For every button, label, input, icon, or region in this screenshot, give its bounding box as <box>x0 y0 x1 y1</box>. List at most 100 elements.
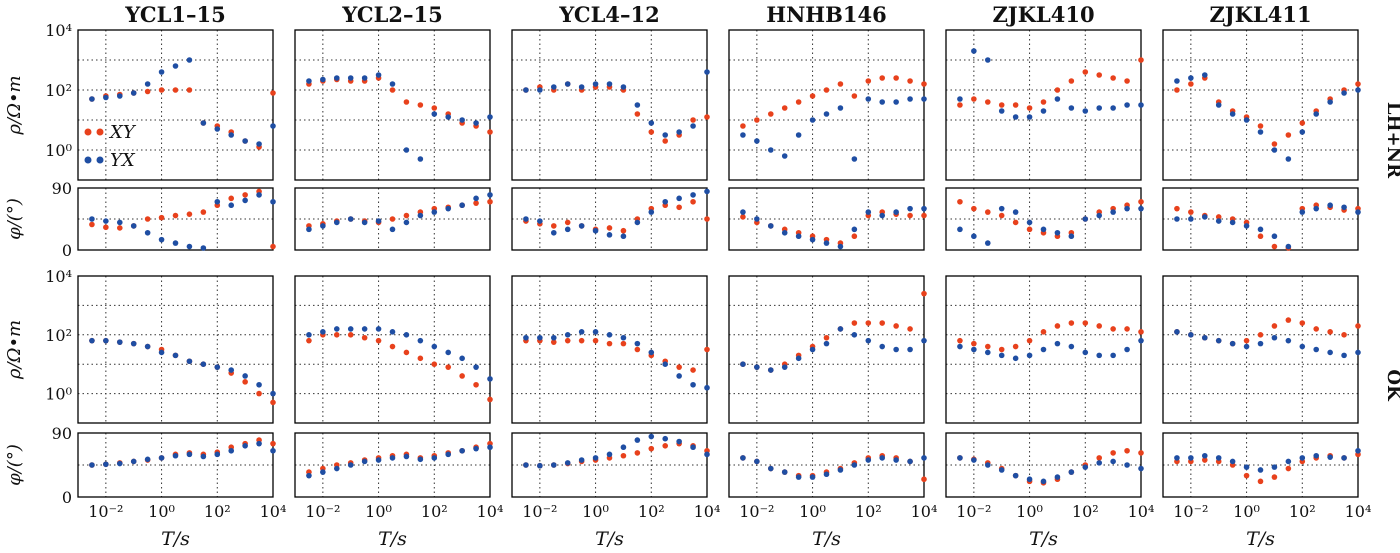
data-point-xy <box>1271 243 1278 250</box>
data-point-xy <box>648 129 655 135</box>
data-point-yx <box>809 117 816 123</box>
data-point-yx <box>1257 340 1264 347</box>
data-point-yx <box>592 455 599 461</box>
data-point-yx <box>403 147 410 153</box>
data-point-yx <box>523 334 529 341</box>
data-point-xy <box>893 323 899 329</box>
data-point-yx <box>1285 458 1292 465</box>
data-point-yx <box>1243 464 1250 470</box>
data-point-yx <box>837 326 844 332</box>
x-tick-label: 10² <box>1072 502 1099 521</box>
data-point-xy <box>648 445 655 452</box>
data-point-yx <box>690 123 696 129</box>
data-point-yx <box>1313 205 1320 212</box>
data-point-yx <box>1068 343 1075 350</box>
data-point-yx <box>998 467 1005 473</box>
y-tick-label: 90 <box>52 424 72 443</box>
data-point-yx <box>984 349 991 356</box>
data-point-yx <box>431 209 438 215</box>
y-axis-label-phi: φ/(°) <box>4 198 25 240</box>
data-point-yx <box>487 192 493 198</box>
data-point-yx <box>389 455 396 461</box>
data-point-xy <box>620 452 627 459</box>
data-point-yx <box>767 147 774 153</box>
data-point-yx <box>487 376 493 382</box>
data-point-xy <box>690 367 696 373</box>
data-point-yx <box>1012 472 1019 479</box>
panel-lh_nr-rho <box>1162 29 1361 181</box>
data-point-xy <box>1299 320 1306 326</box>
data-point-xy <box>550 223 557 229</box>
data-point-yx <box>144 456 151 463</box>
data-point-xy <box>740 214 746 220</box>
data-point-yx <box>473 120 479 126</box>
data-point-yx <box>1341 90 1347 96</box>
data-point-xy <box>921 290 927 297</box>
data-point-yx <box>306 226 312 233</box>
data-point-xy <box>172 87 179 93</box>
data-point-xy <box>1174 87 1180 93</box>
data-point-yx <box>389 226 396 233</box>
panel-frame <box>945 432 1142 498</box>
data-point-xy <box>620 340 627 347</box>
data-point-xy <box>1355 323 1361 329</box>
data-point-yx <box>445 205 452 212</box>
panel-lh_nr-phi <box>511 187 710 251</box>
data-point-yx <box>186 451 193 458</box>
data-point-yx <box>347 75 354 81</box>
y-tick-label: 0 <box>62 241 72 260</box>
data-point-yx <box>537 87 543 93</box>
data-point-xy <box>767 111 774 117</box>
data-point-yx <box>1068 469 1075 475</box>
data-point-yx <box>361 75 368 81</box>
data-point-yx <box>971 457 977 463</box>
panel-lh_nr-phi <box>945 187 1144 251</box>
data-point-xy <box>158 87 165 93</box>
data-point-yx <box>103 337 109 344</box>
data-point-yx <box>242 373 248 379</box>
data-point-yx <box>662 361 669 368</box>
data-point-xy <box>1068 320 1075 326</box>
data-point-xy <box>823 87 830 93</box>
data-point-xy <box>1026 226 1033 233</box>
data-point-yx <box>1285 337 1292 344</box>
data-point-yx <box>781 229 788 236</box>
data-point-yx <box>200 453 207 460</box>
data-point-yx <box>564 460 571 466</box>
data-point-yx <box>1040 346 1047 353</box>
x-axis-label: T/s <box>812 528 841 550</box>
data-point-yx <box>256 141 262 147</box>
data-point-xy <box>823 334 830 341</box>
data-point-yx <box>1355 447 1361 454</box>
data-point-yx <box>851 226 858 233</box>
panel-frame <box>77 432 274 498</box>
data-point-xy <box>1188 209 1194 215</box>
data-point-yx <box>1188 75 1194 81</box>
y-tick-label: 10⁰ <box>45 141 72 160</box>
data-point-yx <box>1174 78 1180 84</box>
data-point-yx <box>971 346 977 353</box>
legend-marker-xy <box>84 128 92 136</box>
column-title: HNHB146 <box>766 2 886 27</box>
data-point-xy <box>1327 329 1333 335</box>
data-point-xy <box>921 212 927 219</box>
data-point-yx <box>306 472 312 479</box>
data-point-yx <box>375 326 382 332</box>
data-point-xy <box>1243 337 1250 344</box>
data-point-xy <box>103 224 109 231</box>
data-point-xy <box>957 337 963 344</box>
data-point-yx <box>361 458 368 465</box>
data-point-xy <box>1271 141 1278 147</box>
data-point-yx <box>690 381 696 388</box>
data-point-xy <box>403 99 410 105</box>
x-tick-label: 10⁻² <box>88 502 123 521</box>
data-point-yx <box>662 198 669 205</box>
data-point-yx <box>704 384 710 391</box>
data-point-yx <box>879 212 886 219</box>
data-point-yx <box>537 462 543 469</box>
data-point-yx <box>907 346 913 353</box>
data-point-xy <box>1174 205 1180 212</box>
data-point-yx <box>754 364 760 370</box>
panel-frame <box>945 187 1142 251</box>
panel-lh_nr-rho <box>294 29 493 181</box>
